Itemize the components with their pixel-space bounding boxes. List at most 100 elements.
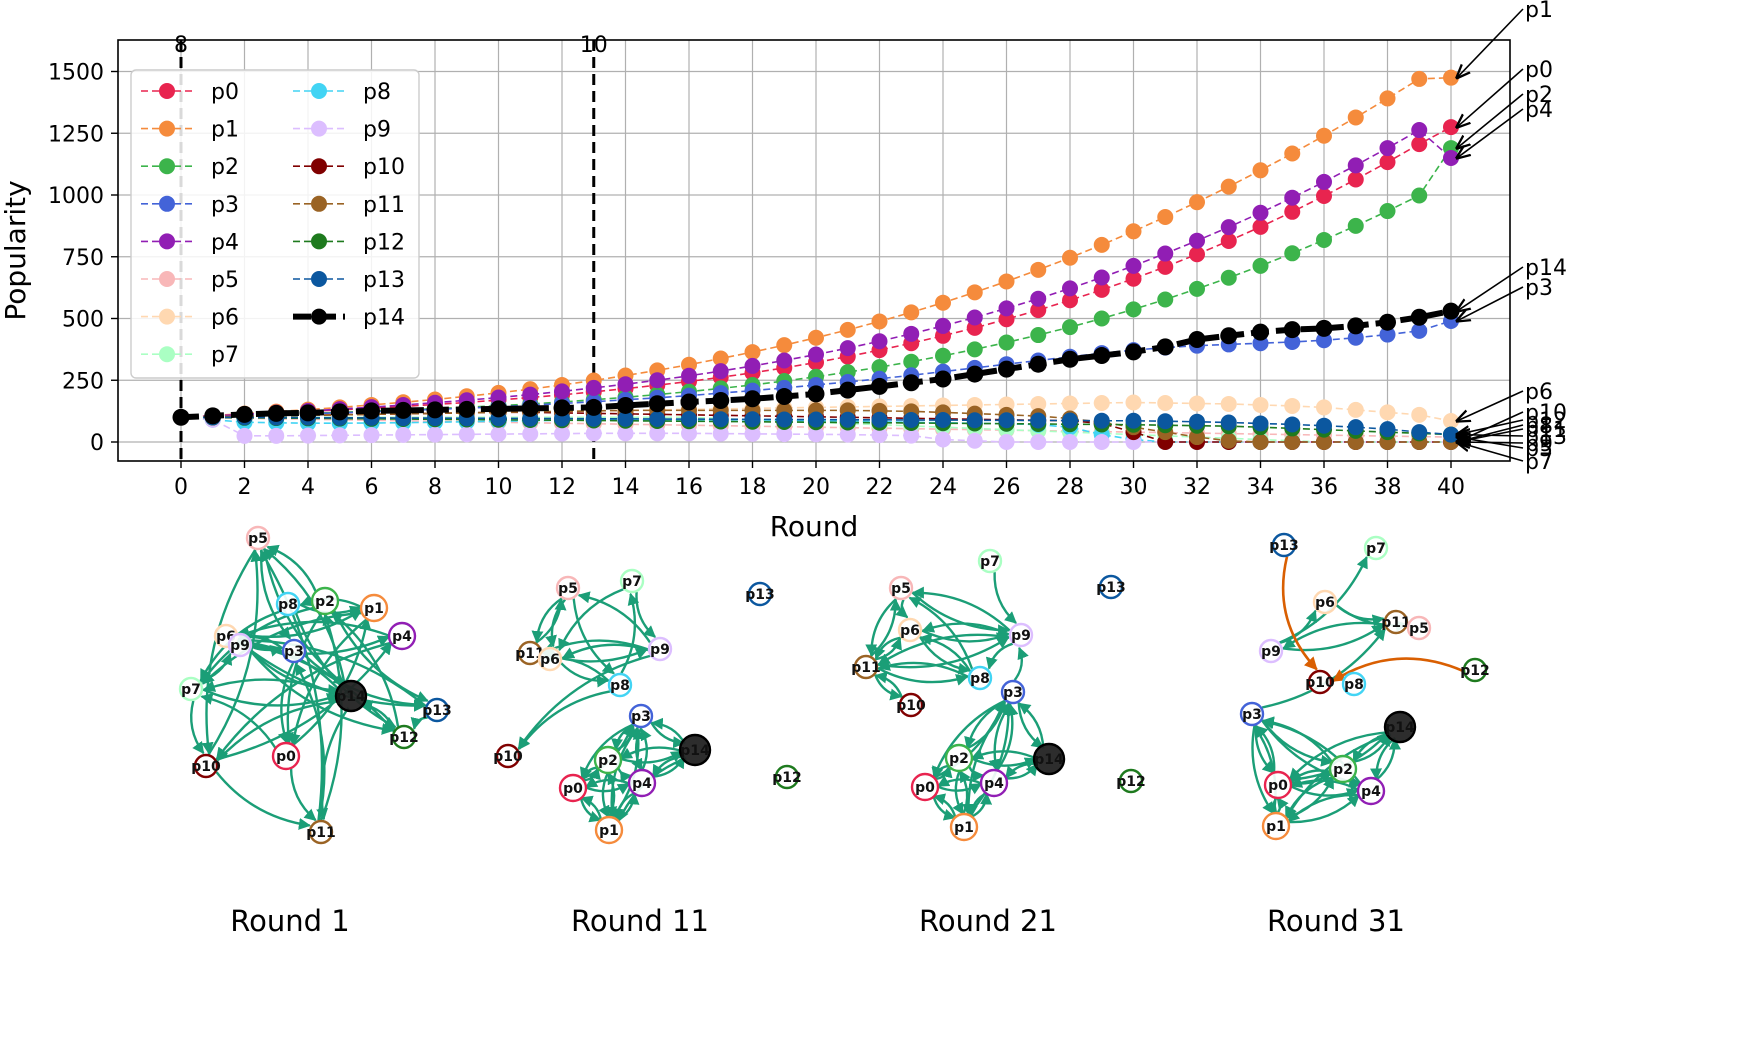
network-edge [877, 633, 1010, 666]
data-point-p13 [1379, 421, 1396, 438]
network-edge [607, 771, 619, 819]
network-edge [932, 793, 957, 819]
data-point-p14 [839, 381, 857, 399]
data-point-p4 [1379, 140, 1396, 157]
legend-label: p8 [363, 80, 391, 105]
data-point-p1 [1220, 178, 1237, 195]
network-node-p12 [1462, 657, 1488, 683]
legend-item-p10: p10 [293, 155, 405, 180]
network-nodes: p7 p13 p5 p6 p9 p11 p8 p3 p10 p2 p14 p12 p0 p4 p1 [851, 548, 1146, 842]
legend-label: p4 [211, 230, 239, 255]
network-node-label: p4 [1361, 784, 1381, 800]
legend-marker [159, 308, 175, 325]
data-point-p13 [649, 411, 666, 428]
legend-item-p1: p1 [141, 118, 239, 143]
network-node-p2 [593, 745, 623, 775]
network-node-label: p2 [949, 751, 969, 767]
data-point-p1 [998, 273, 1015, 290]
data-point-p14 [172, 408, 190, 426]
data-point-p9 [427, 426, 443, 443]
network-node-p5 [555, 575, 581, 601]
network-node-label: p14 [336, 689, 366, 705]
data-point-p4 [617, 376, 634, 393]
data-point-p3 [1411, 322, 1428, 339]
data-point-p1 [1443, 69, 1459, 86]
data-point-p14 [1061, 350, 1079, 368]
data-point-p0 [1379, 154, 1396, 171]
x-tick-label: 10 [485, 475, 513, 500]
end-label-arrow [1457, 442, 1524, 462]
data-point-p14 [680, 393, 698, 411]
data-point-p6 [1125, 394, 1142, 411]
end-label-arrow [1457, 8, 1524, 78]
data-point-p13 [1443, 426, 1459, 443]
network-edge [936, 782, 983, 795]
end-label: p0 [1525, 58, 1553, 83]
data-point-p1 [1157, 208, 1174, 225]
network-node-p5 [245, 525, 271, 551]
data-point-p14 [1188, 330, 1206, 348]
legend-label: p13 [363, 268, 405, 293]
data-point-p4 [554, 383, 570, 400]
network-edge [640, 727, 652, 772]
x-tick-label: 0 [174, 475, 188, 500]
legend-item-p12: p12 [293, 230, 405, 255]
x-tick-label: 18 [739, 475, 767, 500]
data-point-p14 [1220, 327, 1238, 345]
network-node-label: p3 [1003, 685, 1023, 701]
legend-label: p14 [363, 306, 405, 331]
network-edge [619, 746, 684, 760]
data-point-p13 [1411, 424, 1428, 441]
network-node-p1 [1261, 811, 1291, 841]
network-edge [580, 795, 603, 822]
network-edge [911, 586, 1011, 632]
data-point-p13 [1093, 412, 1110, 429]
network-node-p14 [678, 733, 712, 767]
data-point-p2 [871, 359, 888, 376]
end-label-arrow [1457, 108, 1524, 158]
data-point-p14 [1315, 319, 1333, 337]
network-node-label: p8 [278, 597, 298, 613]
network-edge [410, 716, 428, 730]
data-point-p0 [1157, 258, 1174, 275]
x-tick-label: 16 [675, 475, 703, 500]
data-point-p1 [1347, 109, 1364, 126]
data-point-p3 [1379, 326, 1396, 343]
data-point-p13 [1252, 415, 1269, 432]
network-node-label: p0 [276, 749, 296, 765]
data-point-p11 [1284, 434, 1301, 450]
end-label-arrow [1457, 266, 1524, 311]
network-node-label: p10 [191, 759, 221, 775]
network-node-p2 [1328, 754, 1358, 784]
network-panel-title: Round 31 [1267, 904, 1405, 938]
network-node-label: p7 [1366, 541, 1386, 557]
data-point-p13 [935, 412, 951, 429]
network-node-p14 [1383, 710, 1417, 744]
data-point-p2 [998, 334, 1015, 351]
network-edge [970, 792, 993, 819]
data-point-p14 [1252, 323, 1269, 341]
x-tick-label: 4 [301, 475, 315, 500]
x-tick-label: 6 [365, 475, 379, 500]
network-node-label: p6 [1315, 595, 1335, 611]
network-node-p10 [1307, 669, 1333, 695]
x-axis-label: Round [770, 510, 859, 543]
network-node-label: p2 [1333, 762, 1353, 778]
axes: 0 2 4 6 8 10 12 14 16 18 20 22 24 26 28 30 32 34 36 38 40025… [48, 61, 1465, 501]
data-point-p1 [776, 337, 793, 354]
data-point-p9 [522, 425, 539, 442]
network-edges [865, 572, 1045, 821]
data-point-p14 [648, 395, 666, 413]
data-point-p2 [1411, 187, 1428, 204]
network-edge-highlight [1331, 657, 1464, 683]
network-edge [631, 727, 643, 772]
network-node-label: p2 [315, 594, 335, 610]
end-label-arrow [1457, 286, 1524, 321]
legend-item-p9: p9 [293, 118, 391, 143]
network-node-p9 [227, 632, 253, 658]
data-point-p9 [966, 432, 983, 449]
